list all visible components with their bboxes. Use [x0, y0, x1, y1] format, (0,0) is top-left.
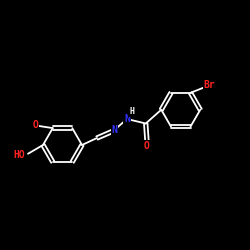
- Text: O: O: [32, 120, 38, 130]
- Text: N: N: [112, 125, 117, 135]
- Text: Br: Br: [204, 80, 215, 90]
- Text: H: H: [130, 108, 135, 116]
- Text: HO: HO: [13, 150, 25, 160]
- Text: N: N: [124, 114, 130, 124]
- Text: O: O: [144, 141, 150, 151]
